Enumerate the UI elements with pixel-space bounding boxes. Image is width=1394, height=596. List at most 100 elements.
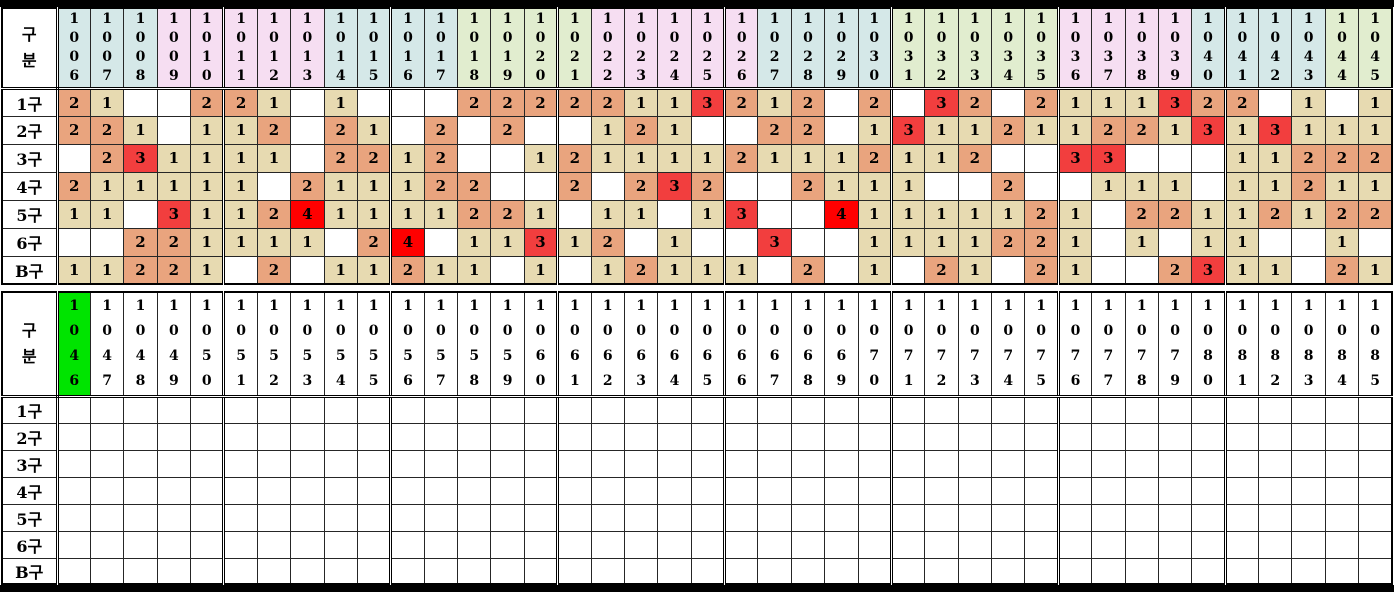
data-cell[interactable]	[790, 422, 826, 451]
data-cell[interactable]	[1091, 422, 1126, 451]
data-cell[interactable]: 1	[1291, 87, 1326, 117]
data-cell[interactable]: 1	[189, 171, 225, 201]
data-cell[interactable]	[1024, 171, 1059, 201]
data-cell[interactable]: 1	[657, 115, 692, 145]
data-cell[interactable]: 2	[790, 87, 826, 117]
data-cell[interactable]: 1	[189, 199, 225, 229]
data-cell[interactable]	[590, 476, 625, 505]
data-cell[interactable]	[356, 395, 392, 424]
data-cell[interactable]	[722, 503, 759, 532]
data-cell[interactable]	[1024, 476, 1059, 505]
data-cell[interactable]	[1091, 557, 1126, 584]
data-cell[interactable]: 2	[55, 115, 91, 145]
data-cell[interactable]: 1	[456, 255, 492, 285]
data-cell[interactable]	[490, 422, 525, 451]
data-cell[interactable]	[189, 422, 225, 451]
data-cell[interactable]	[423, 227, 459, 257]
data-cell[interactable]	[1024, 449, 1059, 478]
data-cell[interactable]	[1091, 530, 1126, 559]
data-cell[interactable]	[1157, 476, 1193, 505]
data-cell[interactable]	[1157, 530, 1193, 559]
data-cell[interactable]: 1	[156, 143, 192, 173]
data-cell[interactable]	[323, 557, 358, 584]
data-cell[interactable]: 2	[924, 255, 959, 285]
data-cell[interactable]: 2	[356, 227, 392, 257]
data-cell[interactable]	[89, 422, 125, 451]
data-cell[interactable]	[1223, 557, 1260, 584]
data-cell[interactable]	[323, 227, 358, 257]
data-cell[interactable]	[924, 530, 959, 559]
data-cell[interactable]	[256, 449, 292, 478]
data-cell[interactable]	[1056, 395, 1093, 424]
data-cell[interactable]: 3	[123, 143, 158, 173]
data-cell[interactable]: 2	[722, 143, 759, 173]
data-cell[interactable]	[1091, 503, 1126, 532]
data-cell[interactable]: 2	[1024, 199, 1059, 229]
data-cell[interactable]	[55, 395, 91, 424]
data-cell[interactable]	[1056, 449, 1093, 478]
data-cell[interactable]	[423, 422, 459, 451]
data-cell[interactable]: 4	[290, 199, 325, 229]
data-cell[interactable]	[456, 143, 492, 173]
data-cell[interactable]: 1	[1191, 199, 1226, 229]
data-cell[interactable]: 1	[1257, 171, 1293, 201]
data-cell[interactable]	[290, 395, 325, 424]
data-cell[interactable]	[1191, 395, 1226, 424]
data-cell[interactable]	[222, 395, 258, 424]
data-cell[interactable]: 1	[824, 171, 859, 201]
data-cell[interactable]: 2	[256, 199, 292, 229]
data-cell[interactable]: 2	[857, 87, 892, 117]
row-label-3구[interactable]: 3구	[1, 449, 59, 478]
data-cell[interactable]	[790, 503, 826, 532]
data-cell[interactable]	[456, 422, 492, 451]
data-cell[interactable]: 1	[1157, 171, 1193, 201]
data-cell[interactable]	[889, 395, 926, 424]
data-cell[interactable]	[990, 422, 1026, 451]
data-cell[interactable]	[623, 227, 659, 257]
data-cell[interactable]	[290, 143, 325, 173]
data-cell[interactable]	[523, 557, 559, 584]
data-cell[interactable]: 1	[1157, 115, 1193, 145]
row-label-4구[interactable]: 4구	[1, 476, 59, 505]
data-cell[interactable]: 2	[1223, 87, 1260, 117]
data-cell[interactable]	[590, 171, 625, 201]
data-cell[interactable]	[757, 476, 792, 505]
data-cell[interactable]: 1	[189, 115, 225, 145]
data-cell[interactable]: 2	[1358, 199, 1393, 229]
data-cell[interactable]	[189, 557, 225, 584]
data-cell[interactable]: 2	[123, 227, 158, 257]
data-cell[interactable]	[55, 503, 91, 532]
data-cell[interactable]: 1	[590, 255, 625, 285]
data-cell[interactable]	[1124, 422, 1159, 451]
data-cell[interactable]	[556, 115, 592, 145]
data-cell[interactable]	[456, 449, 492, 478]
data-cell[interactable]	[1257, 530, 1293, 559]
data-cell[interactable]	[423, 530, 459, 559]
data-cell[interactable]	[523, 449, 559, 478]
data-cell[interactable]	[1324, 476, 1360, 505]
data-cell[interactable]: 1	[323, 199, 358, 229]
data-cell[interactable]: 2	[55, 171, 91, 201]
data-cell[interactable]	[1024, 503, 1059, 532]
data-cell[interactable]: 1	[89, 171, 125, 201]
data-cell[interactable]	[222, 503, 258, 532]
data-cell[interactable]	[1056, 476, 1093, 505]
data-cell[interactable]: 2	[1157, 255, 1193, 285]
data-cell[interactable]	[957, 530, 993, 559]
